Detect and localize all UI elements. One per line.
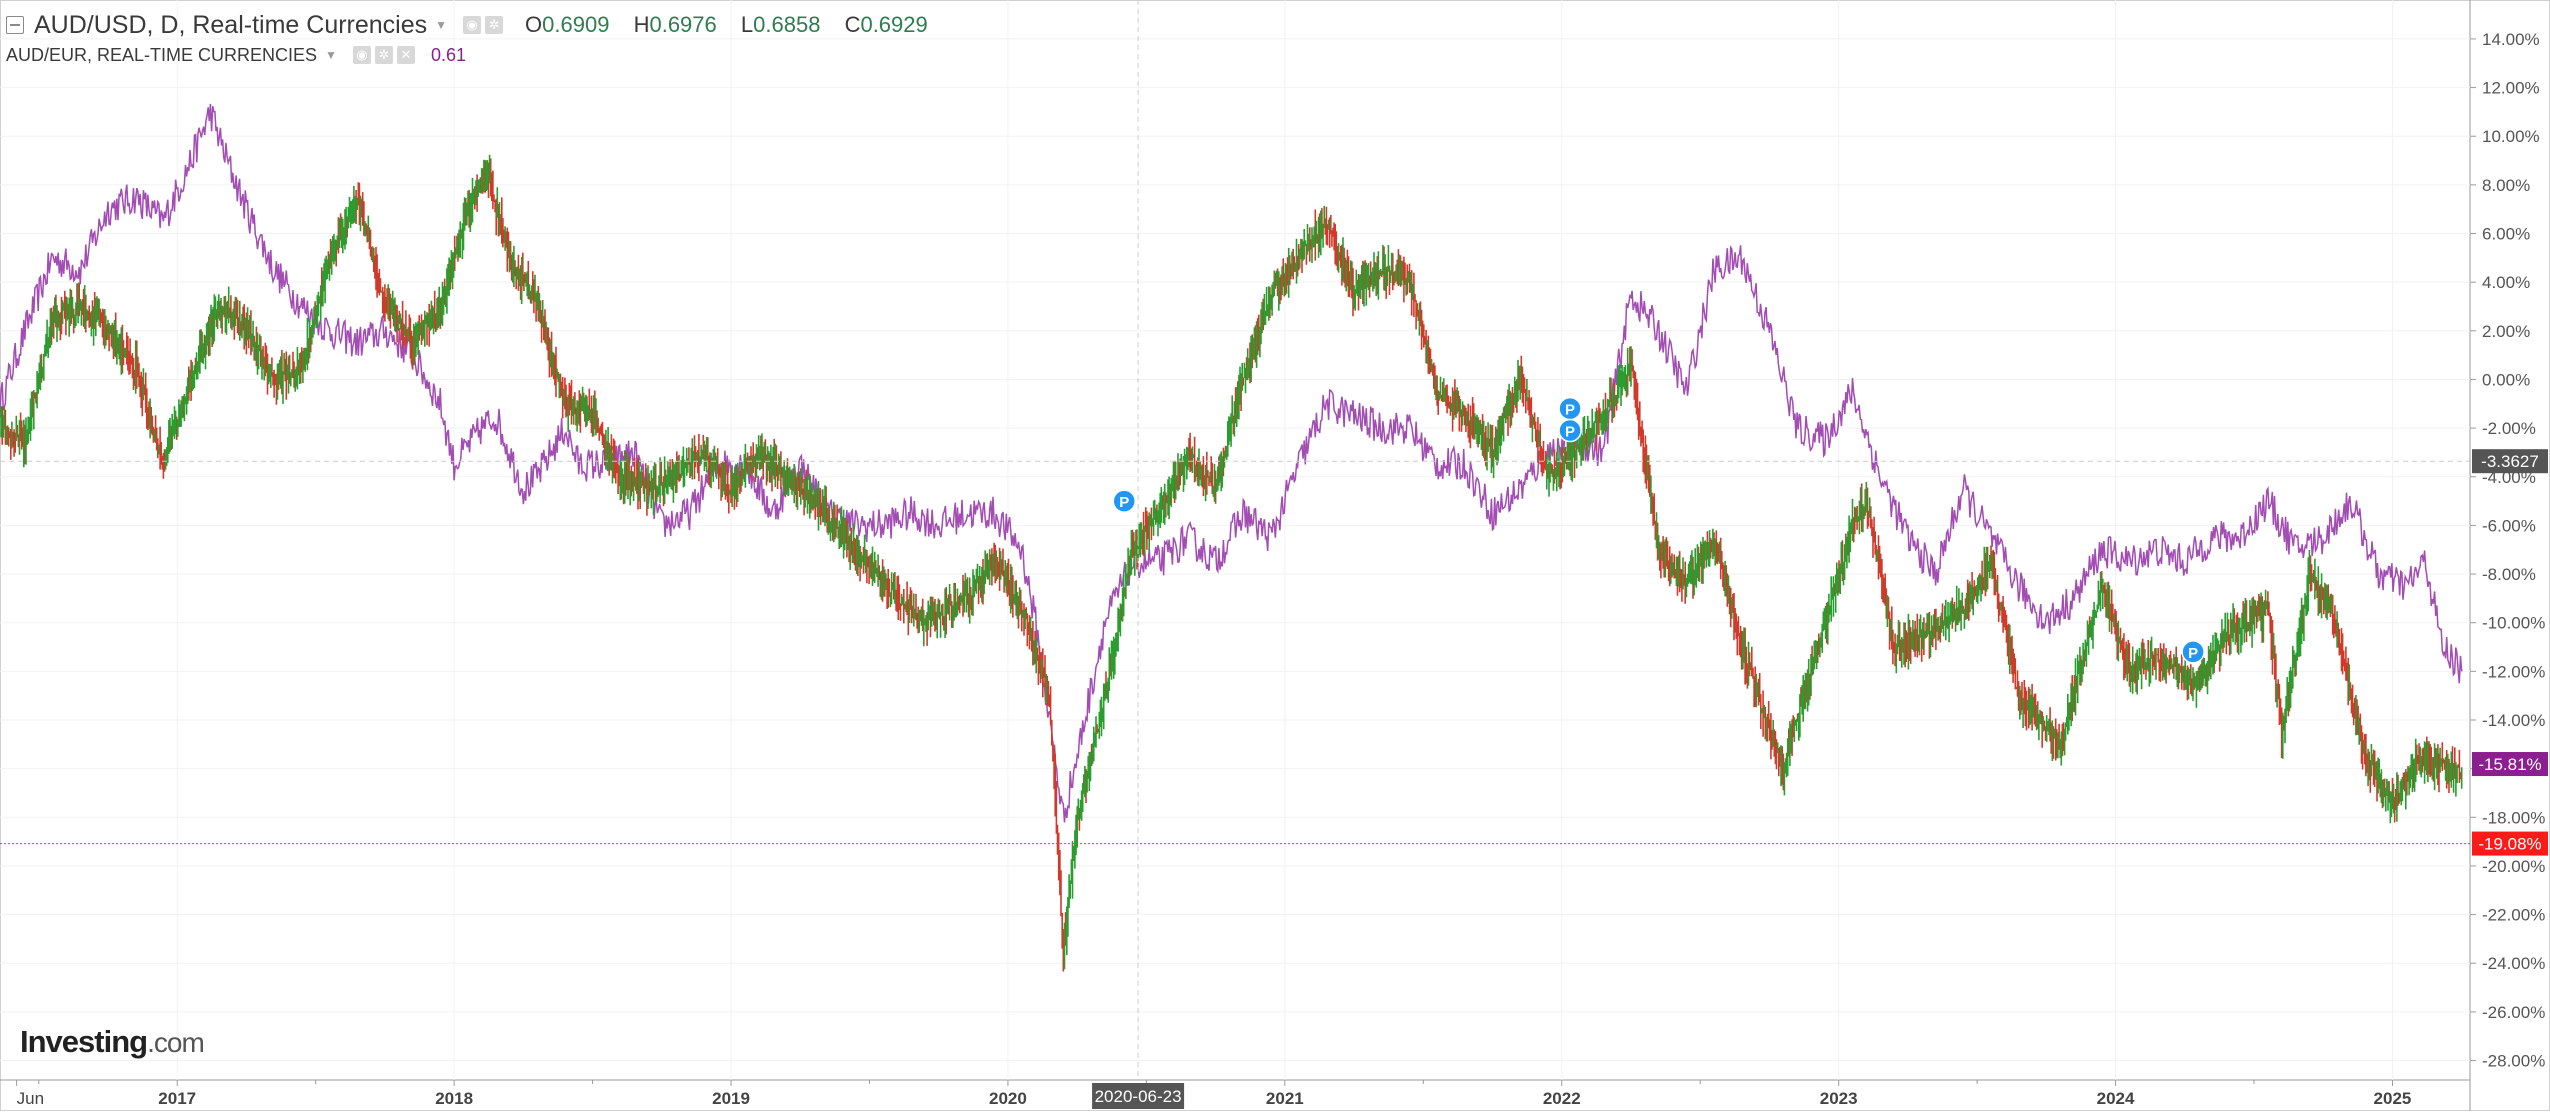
- y-tick-label: -6.00%: [2482, 516, 2536, 535]
- main-symbol-row: AUD/USD, D, Real-time Currencies ▼ ◉ ✲ O…: [6, 10, 946, 40]
- event-marker-icon[interactable]: [1558, 418, 1582, 443]
- compare-symbol-value: 0.61: [430, 44, 466, 65]
- high-label: H: [633, 12, 650, 37]
- event-marker-icon[interactable]: [2181, 640, 2205, 664]
- chevron-down-icon[interactable]: ▼: [435, 18, 448, 32]
- crosshair-price-tag: [2472, 449, 2548, 474]
- event-marker-label: P: [1565, 424, 1575, 441]
- logo-brand: Investing: [20, 1024, 148, 1059]
- y-tick-label: 4.00%: [2482, 273, 2530, 292]
- y-tick-label: 8.00%: [2482, 176, 2530, 195]
- y-tick-label: -26.00%: [2482, 1003, 2545, 1022]
- x-tick-label: 2024: [2097, 1089, 2135, 1108]
- event-marker-icon[interactable]: [1112, 489, 1136, 513]
- chevron-down-icon[interactable]: ▼: [325, 48, 337, 62]
- y-tick-label: -2.00%: [2482, 419, 2536, 438]
- x-tick-label: Jun: [17, 1089, 44, 1108]
- candles-up: [0, 154, 2463, 970]
- compare-symbol-row: AUD/EUR, REAL-TIME CURRENCIES ▼ ◉ ✲ ✕ 0.…: [6, 40, 946, 70]
- value-tag: [2472, 752, 2548, 777]
- main-symbol-title[interactable]: AUD/USD, D, Real-time Currencies: [34, 10, 428, 39]
- high-value: 0.6976: [649, 12, 717, 37]
- x-tick-label: 2022: [1543, 1089, 1581, 1108]
- y-tick-label: 14.00%: [2482, 30, 2540, 49]
- y-tick-label: -18.00%: [2482, 808, 2545, 827]
- visibility-icon[interactable]: ◉: [352, 46, 371, 64]
- event-marker-label: P: [1119, 494, 1129, 511]
- y-tick-label: -24.00%: [2482, 954, 2545, 973]
- y-tick-label: -22.00%: [2482, 906, 2545, 925]
- x-tick-label: 2025: [2374, 1089, 2412, 1108]
- y-tick-label: -12.00%: [2482, 662, 2545, 681]
- collapse-legend-icon[interactable]: [6, 16, 24, 34]
- event-marker-label: P: [2188, 645, 2198, 662]
- investing-logo: Investing.com: [20, 1024, 205, 1060]
- x-tick-label: 2021: [1266, 1089, 1304, 1108]
- x-tick-label: 2019: [712, 1089, 750, 1108]
- y-tick-label: -8.00%: [2482, 565, 2536, 584]
- gear-icon[interactable]: ✲: [485, 16, 504, 34]
- crosshair-date-tag: [1092, 1083, 1185, 1109]
- candles-down: [1, 158, 2462, 972]
- y-tick-label: -10.00%: [2482, 614, 2545, 633]
- visibility-icon[interactable]: ◉: [463, 16, 482, 34]
- close-value: 0.6929: [860, 12, 928, 37]
- value-tag-label: -19.08%: [2478, 835, 2541, 854]
- compare-symbol-title[interactable]: AUD/EUR, REAL-TIME CURRENCIES: [6, 44, 318, 65]
- y-tick-label: 6.00%: [2482, 225, 2530, 244]
- y-tick-label: -20.00%: [2482, 857, 2545, 876]
- x-tick-label: 2017: [158, 1089, 196, 1108]
- logo-suffix: .com: [147, 1027, 205, 1058]
- low-label: L: [740, 12, 754, 37]
- y-tick-label: 2.00%: [2482, 322, 2530, 341]
- ohlc-readout: O0.6909 H0.6976 L0.6858 C0.6929: [525, 12, 946, 38]
- x-tick-label: 2018: [435, 1089, 473, 1108]
- y-tick-label: 0.00%: [2482, 370, 2530, 389]
- series-line-aud-eur: [0, 103, 2463, 823]
- chart-legend: AUD/USD, D, Real-time Currencies ▼ ◉ ✲ O…: [6, 10, 946, 70]
- crosshair-date-label: 2020-06-23: [1095, 1087, 1182, 1106]
- y-tick-label: 10.00%: [2482, 127, 2540, 146]
- y-tick-label: -28.00%: [2482, 1052, 2545, 1071]
- low-value: 0.6858: [753, 12, 821, 37]
- x-tick-label: 2020: [989, 1089, 1027, 1108]
- x-tick-label: 2023: [1820, 1089, 1858, 1108]
- close-icon[interactable]: ✕: [396, 46, 415, 64]
- y-tick-label: 12.00%: [2482, 79, 2540, 98]
- close-label: C: [844, 12, 861, 37]
- event-marker-label: P: [1565, 402, 1575, 419]
- value-tag-label: -15.81%: [2478, 755, 2541, 774]
- crosshair-price-label: -3.3627: [2481, 452, 2539, 471]
- open-value: 0.6909: [542, 12, 610, 37]
- value-tag: [2472, 831, 2548, 856]
- gear-icon[interactable]: ✲: [374, 46, 393, 64]
- open-label: O: [525, 12, 543, 37]
- y-tick-label: -14.00%: [2482, 711, 2545, 730]
